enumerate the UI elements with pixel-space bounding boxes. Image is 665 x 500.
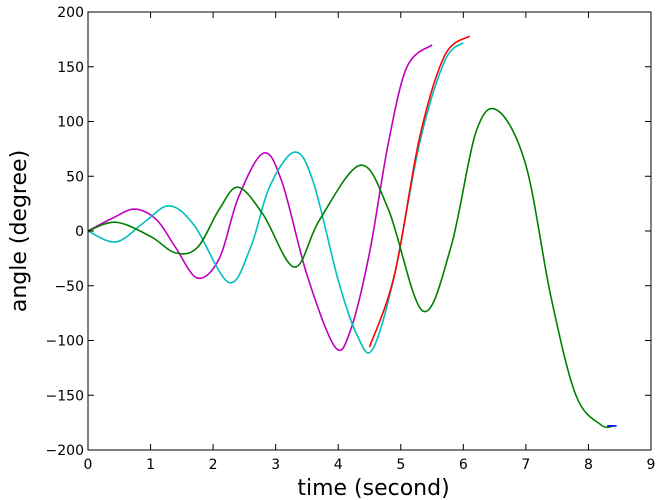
y-tick-label--50: −50 <box>54 279 84 295</box>
y-tick-label-0: 0 <box>75 224 84 240</box>
series-line-0 <box>88 44 433 352</box>
plot-frame <box>87 11 652 451</box>
x-tick-label-8: 8 <box>584 457 593 473</box>
y-tick-label--200: −200 <box>46 443 84 459</box>
series-line-3 <box>88 107 614 429</box>
x-tick-label-5: 5 <box>396 457 405 473</box>
y-tick-label-200: 200 <box>57 5 84 21</box>
x-tick-label-2: 2 <box>209 457 218 473</box>
x-tick-label-3: 3 <box>271 457 280 473</box>
y-tick-label-100: 100 <box>57 115 84 131</box>
x-tick-label-1: 1 <box>146 457 155 473</box>
x-tick-label-7: 7 <box>521 457 530 473</box>
x-axis-label: time (second) <box>297 476 449 500</box>
y-tick-label--100: −100 <box>46 334 84 350</box>
y-tick-label-150: 150 <box>57 60 84 76</box>
x-tick-label-9: 9 <box>647 457 656 473</box>
y-axis-label: angle (degree) <box>7 150 32 312</box>
y-tick-label--150: −150 <box>46 388 84 404</box>
x-tick-label-0: 0 <box>84 457 93 473</box>
x-tick-label-4: 4 <box>334 457 343 473</box>
x-tick-label-6: 6 <box>459 457 468 473</box>
series-line-2 <box>368 35 471 348</box>
series-line-1 <box>88 42 464 354</box>
y-tick-label-50: 50 <box>66 169 84 185</box>
